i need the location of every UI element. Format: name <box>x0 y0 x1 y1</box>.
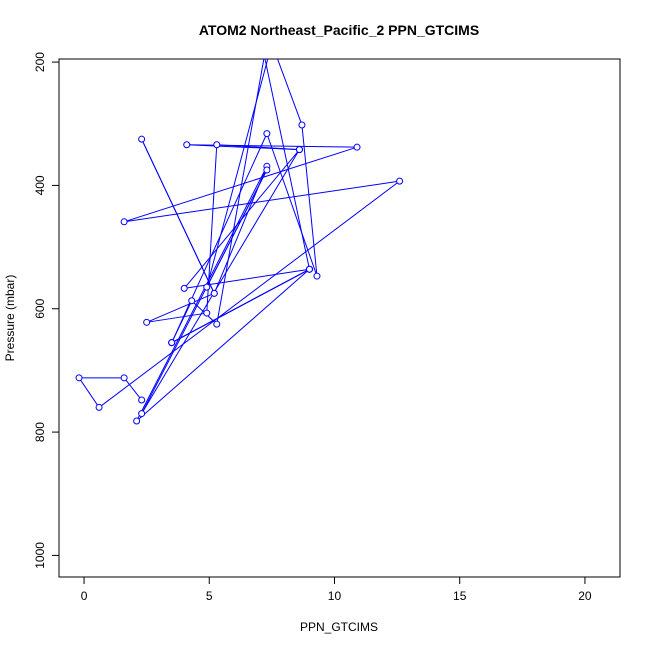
y-tick-label: 400 <box>33 175 47 195</box>
data-point <box>180 284 188 292</box>
x-tick-label: 15 <box>453 589 467 603</box>
x-axis-label: PPN_GTCIMS <box>300 620 378 634</box>
series-segment <box>146 312 207 323</box>
series-segment <box>124 180 400 223</box>
data-point <box>188 297 196 305</box>
data-point <box>120 374 128 382</box>
data-point <box>168 339 176 347</box>
y-tick-label: 600 <box>33 298 47 318</box>
series-segment <box>123 146 358 223</box>
data-point <box>210 289 218 297</box>
series-segment <box>98 180 400 408</box>
data-point <box>143 318 151 326</box>
y-tick-label: 200 <box>33 52 47 72</box>
series-segment <box>277 59 303 126</box>
series-segment <box>171 300 193 343</box>
data-point <box>138 396 146 404</box>
data-point <box>213 320 221 328</box>
data-point <box>313 272 321 280</box>
data-point <box>396 177 404 185</box>
series-segment <box>216 59 265 325</box>
series-segment <box>206 59 269 288</box>
series-segment <box>136 166 268 422</box>
data-point <box>95 403 103 411</box>
series-segment <box>171 268 310 344</box>
series-segment <box>171 133 268 343</box>
y-axis: 200 400 600 800 1000 <box>33 52 60 569</box>
series-segment <box>183 149 300 289</box>
data-point <box>203 283 211 291</box>
data-point <box>295 146 303 154</box>
y-tick-label: 800 <box>33 422 47 442</box>
data-point <box>138 135 146 143</box>
data-point <box>183 141 191 149</box>
data-point <box>263 166 271 174</box>
data-point <box>203 309 211 317</box>
series-segment <box>136 268 310 422</box>
data-point <box>353 143 361 151</box>
data-point <box>133 417 141 425</box>
y-tick-label: 1000 <box>33 542 47 569</box>
data-point <box>120 218 128 226</box>
series-segment <box>216 144 300 151</box>
series-segment <box>266 133 318 277</box>
data-point <box>213 141 221 149</box>
x-tick-label: 20 <box>578 589 592 603</box>
data-point <box>298 121 306 129</box>
x-axis: 0 5 10 15 20 <box>81 576 592 603</box>
x-tick-label: 0 <box>81 589 88 603</box>
data-point <box>138 410 146 418</box>
x-tick-label: 10 <box>328 589 342 603</box>
series-segment <box>123 377 143 401</box>
chart-title: ATOM2 Northeast_Pacific_2 PPN_GTCIMS <box>199 22 479 38</box>
series-segment <box>78 377 100 408</box>
series-segment <box>141 138 215 294</box>
series-segment <box>141 149 300 414</box>
data-point <box>75 374 83 382</box>
data-point <box>263 130 271 138</box>
y-axis-label: Pressure (mbar) <box>3 275 17 362</box>
data-point <box>305 265 313 273</box>
series-layer <box>75 59 404 425</box>
series-segment <box>301 124 318 277</box>
x-tick-label: 5 <box>206 589 213 603</box>
series-segment <box>141 169 268 414</box>
series-segment <box>264 59 310 270</box>
series-segment <box>146 292 215 323</box>
